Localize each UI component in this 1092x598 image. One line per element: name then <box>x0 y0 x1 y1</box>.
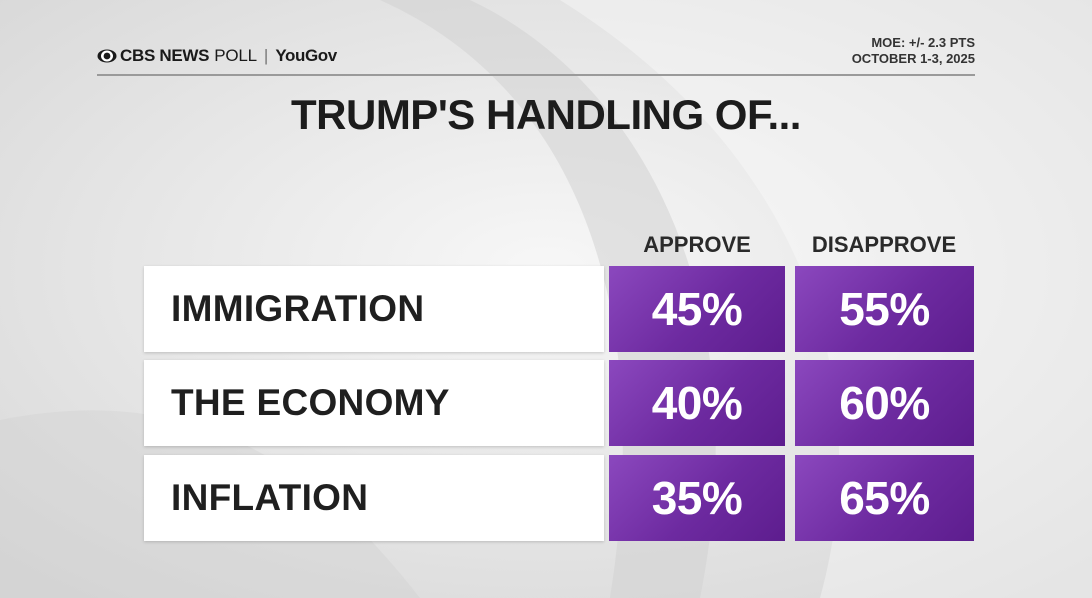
brand-partner: YouGov <box>275 46 337 65</box>
brand-network: CBS NEWS <box>120 46 210 65</box>
cell-immigration-disapprove: 55% <box>795 266 974 352</box>
cell-inflation-approve: 35% <box>609 455 785 541</box>
poll-meta: MOE: +/- 2.3 PTS OCTOBER 1-3, 2025 <box>852 35 975 67</box>
brand-separator: | <box>263 46 269 65</box>
brand-logo: CBS NEWS POLL | YouGov <box>97 46 337 66</box>
cbs-eye-icon <box>97 49 117 63</box>
cell-economy-disapprove: 60% <box>795 360 974 446</box>
brand-poll: POLL <box>214 46 257 65</box>
chart-title: TRUMP'S HANDLING OF... <box>291 91 801 138</box>
cell-inflation-disapprove: 65% <box>795 455 974 541</box>
margin-of-error: MOE: +/- 2.3 PTS <box>871 35 975 50</box>
row-label-inflation: INFLATION <box>144 455 604 541</box>
header-bar: CBS NEWS POLL | YouGov MOE: +/- 2.3 PTS … <box>97 32 975 76</box>
cell-immigration-approve: 45% <box>609 266 785 352</box>
column-header-approve: APPROVE <box>643 232 751 257</box>
poll-dates: OCTOBER 1-3, 2025 <box>851 51 975 66</box>
row-label-immigration: IMMIGRATION <box>144 266 604 352</box>
row-label-economy: THE ECONOMY <box>144 360 604 446</box>
cell-economy-approve: 40% <box>609 360 785 446</box>
column-header-disapprove: DISAPPROVE <box>811 232 957 257</box>
